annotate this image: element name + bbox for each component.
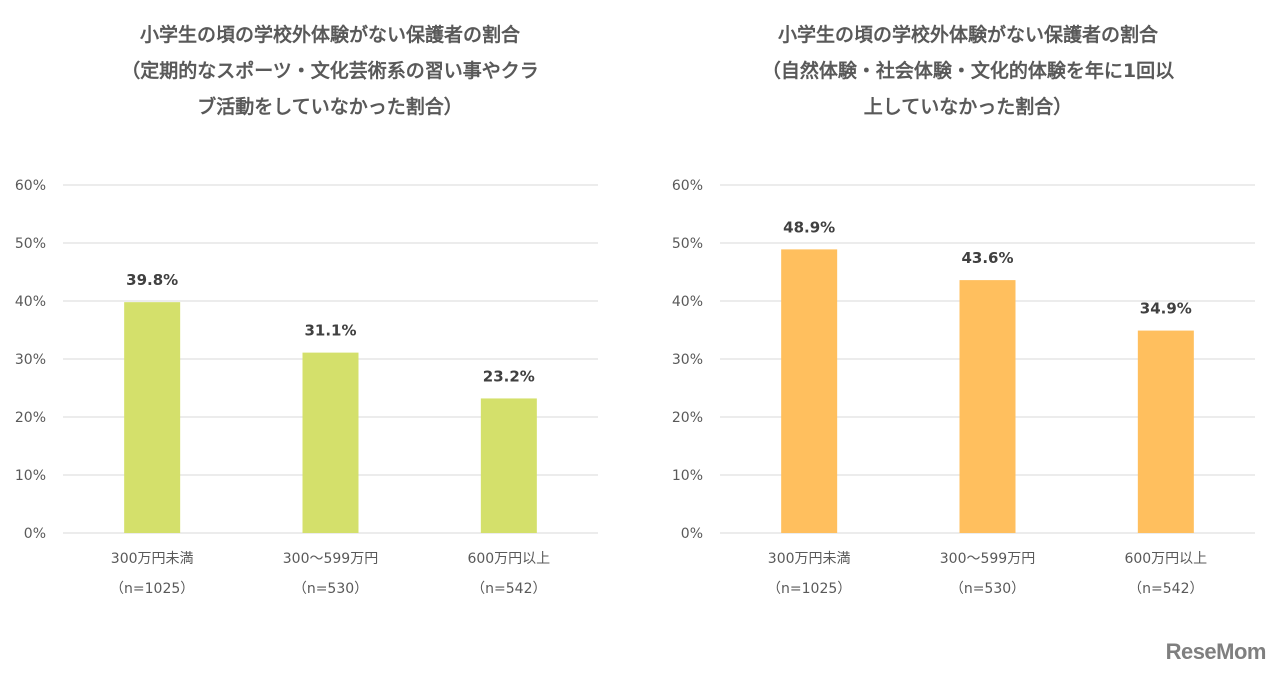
y-tick-label: 20% [15,410,46,426]
x-tick-label: 300万円未満 [111,551,194,567]
y-tick-label: 30% [15,352,46,368]
y-tick-label: 50% [672,236,703,252]
data-label: 31.1% [304,322,356,340]
x-tick-label: 300万円未満 [768,551,851,567]
y-tick-label: 30% [672,352,703,368]
x-tick-label: （n=530） [950,581,1025,597]
y-tick-label: 0% [24,526,46,542]
x-tick-label: 300～599万円 [940,551,1035,567]
x-tick-label: （n=1025） [110,581,194,597]
x-tick-label: 600万円以上 [467,551,550,567]
y-tick-label: 0% [681,526,703,542]
chart-title-left: 小学生の頃の学校外体験がない保護者の割合 （定期的なスポーツ・文化芸術系の習い事… [50,17,610,125]
title-line: 上していなかった割合） [863,96,1073,118]
bar [959,280,1016,533]
y-tick-label: 40% [672,294,703,310]
y-tick-label: 20% [672,410,703,426]
title-line: 小学生の頃の学校外体験がない保護者の割合 [777,24,1158,46]
x-tick-label: （n=542） [471,581,546,597]
title-line: ブ活動をしていなかった割合） [197,96,463,118]
x-tick-label: 300～599万円 [283,551,378,567]
data-label: 23.2% [483,367,535,385]
data-label: 48.9% [783,218,835,236]
data-label: 39.8% [126,271,178,289]
y-tick-label: 50% [15,236,46,252]
bar [1137,330,1194,533]
y-tick-label: 60% [672,178,703,194]
data-label: 43.6% [961,249,1013,267]
data-label: 34.9% [1140,300,1192,318]
resemom-logo: ReseMom [1165,639,1267,664]
x-tick-label: （n=1025） [767,581,851,597]
y-tick-label: 10% [15,468,46,484]
bar [480,398,537,533]
title-line: （定期的なスポーツ・文化芸術系の習い事やクラ [121,60,539,82]
y-tick-label: 10% [672,468,703,484]
y-tick-label: 60% [15,178,46,194]
title-line: 小学生の頃の学校外体験がない保護者の割合 [139,24,520,46]
bar [302,352,359,533]
x-tick-label: 600万円以上 [1124,551,1207,567]
y-tick-label: 40% [15,294,46,310]
chart-title-right: 小学生の頃の学校外体験がない保護者の割合 （自然体験・社会体験・文化的体験を年に… [688,17,1248,125]
bar [781,249,838,533]
title-line: （自然体験・社会体験・文化的体験を年に1回以 [761,60,1175,82]
x-tick-label: （n=530） [293,581,368,597]
bar [124,302,181,533]
x-tick-label: （n=542） [1128,581,1203,597]
